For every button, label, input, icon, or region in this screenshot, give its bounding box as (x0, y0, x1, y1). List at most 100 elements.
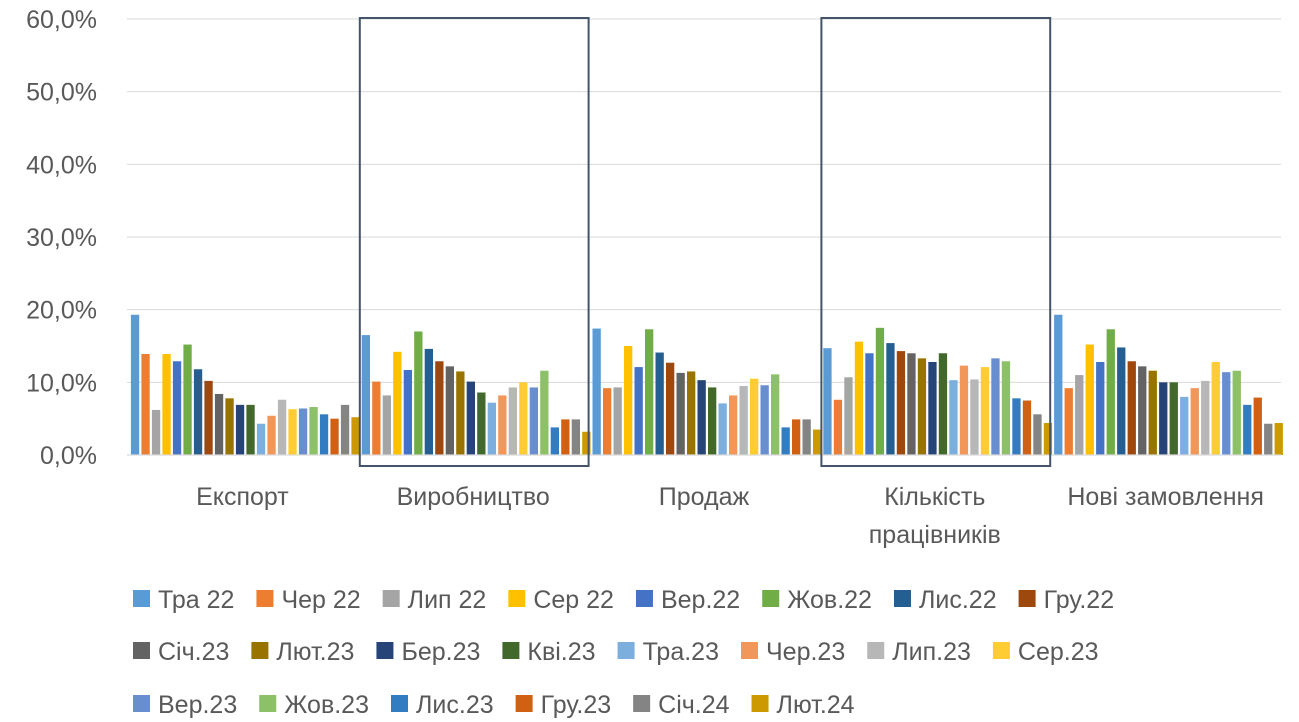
legend-item: Тра 22 (133, 586, 234, 614)
bar (875, 327, 885, 455)
bar (613, 387, 622, 455)
bar (529, 387, 538, 455)
legend-label: Лис.22 (919, 586, 997, 614)
x-category-label: Експорт (196, 483, 289, 511)
legend-swatch (867, 642, 885, 659)
bar (624, 346, 633, 455)
bar (403, 369, 412, 455)
bar (1022, 400, 1032, 455)
legend-label: Кві.23 (527, 638, 595, 666)
legend-item: Лют.24 (751, 691, 855, 719)
bar (540, 370, 549, 455)
bar (844, 377, 853, 455)
bar (340, 404, 350, 455)
bar (687, 371, 696, 455)
bar (1043, 423, 1053, 455)
bar (781, 427, 790, 455)
legend-swatch (992, 642, 1010, 659)
legend-swatch (133, 695, 150, 712)
bar (917, 358, 927, 455)
bar (603, 388, 612, 455)
y-tick-label: 60,0% (26, 6, 97, 34)
bar (1127, 361, 1136, 455)
bar (1012, 398, 1021, 455)
bar (896, 351, 906, 455)
bar (938, 353, 948, 455)
bar (802, 419, 811, 455)
legend-swatch (633, 695, 651, 712)
bar (477, 392, 486, 455)
bar (886, 343, 895, 455)
bar (1138, 366, 1147, 455)
bar (1190, 388, 1199, 455)
bar (959, 365, 969, 455)
bar (771, 374, 780, 455)
legend-item: Лют.23 (251, 638, 354, 666)
bar (1106, 329, 1115, 455)
gridlines (127, 18, 1281, 383)
bar (141, 353, 150, 455)
legend-item: Гру.23 (515, 691, 612, 719)
bar (571, 419, 580, 455)
bar (823, 348, 832, 455)
legend-swatch (382, 590, 400, 607)
bar (214, 393, 224, 455)
bar (246, 404, 255, 455)
legend-label: Жов.23 (284, 691, 369, 719)
bar (277, 399, 287, 455)
bar (561, 419, 570, 455)
bar (487, 402, 496, 455)
legend-item: Гру.22 (1018, 586, 1115, 614)
bar (508, 387, 517, 455)
bar (1222, 372, 1231, 455)
legend-label: Гру.22 (1044, 586, 1115, 614)
bar (1264, 423, 1273, 455)
legend-swatch (1018, 590, 1036, 607)
legend-swatch (376, 642, 394, 659)
legend-label: Жов.22 (787, 586, 872, 614)
bar (235, 404, 245, 455)
bar (204, 380, 213, 455)
legend-label: Лют.23 (276, 638, 354, 666)
bar (592, 328, 601, 455)
bar (225, 398, 234, 455)
bar (151, 409, 161, 455)
legend: Тра 22 Чер 22 Лип 22 Сер 22 Вер.22 Жов.22 Лис.… (133, 586, 1114, 719)
bar (1033, 414, 1042, 455)
bar (319, 414, 329, 455)
legend-label: Тра 22 (158, 586, 234, 614)
legend-swatch (259, 695, 277, 712)
y-tick-label: 20,0% (26, 297, 97, 325)
bar (1180, 396, 1189, 455)
bar (582, 431, 591, 455)
bar (854, 341, 864, 455)
legend-label: Лип 22 (408, 586, 487, 614)
legend-label: Тра.23 (643, 638, 719, 666)
legend-item: Вер.22 (635, 586, 740, 614)
bar (435, 361, 444, 455)
bar (1159, 382, 1168, 455)
legend-label: Чер 22 (281, 586, 360, 614)
bar (1148, 370, 1157, 455)
y-axis-tick-labels: 0,0% 10,0% 20,0% 30,0% 40,0% 50,0% 60,0% (26, 6, 97, 470)
legend-item: Сер 22 (508, 586, 614, 614)
legend-swatch (391, 695, 408, 712)
bar (1054, 314, 1063, 455)
bar (351, 417, 360, 455)
y-tick-label: 30,0% (26, 224, 97, 252)
bar (1169, 382, 1178, 455)
bar (1085, 344, 1094, 455)
legend-label: Гру.23 (541, 691, 612, 719)
bar (193, 369, 203, 455)
bar (130, 314, 140, 455)
bar (949, 380, 958, 455)
legend-swatch (133, 590, 150, 607)
bar (1117, 347, 1126, 455)
bar (833, 399, 843, 455)
bar (645, 329, 654, 455)
legend-label: Січ.23 (158, 638, 229, 666)
bar (813, 429, 822, 455)
bar (991, 358, 1000, 455)
bar (382, 395, 391, 455)
